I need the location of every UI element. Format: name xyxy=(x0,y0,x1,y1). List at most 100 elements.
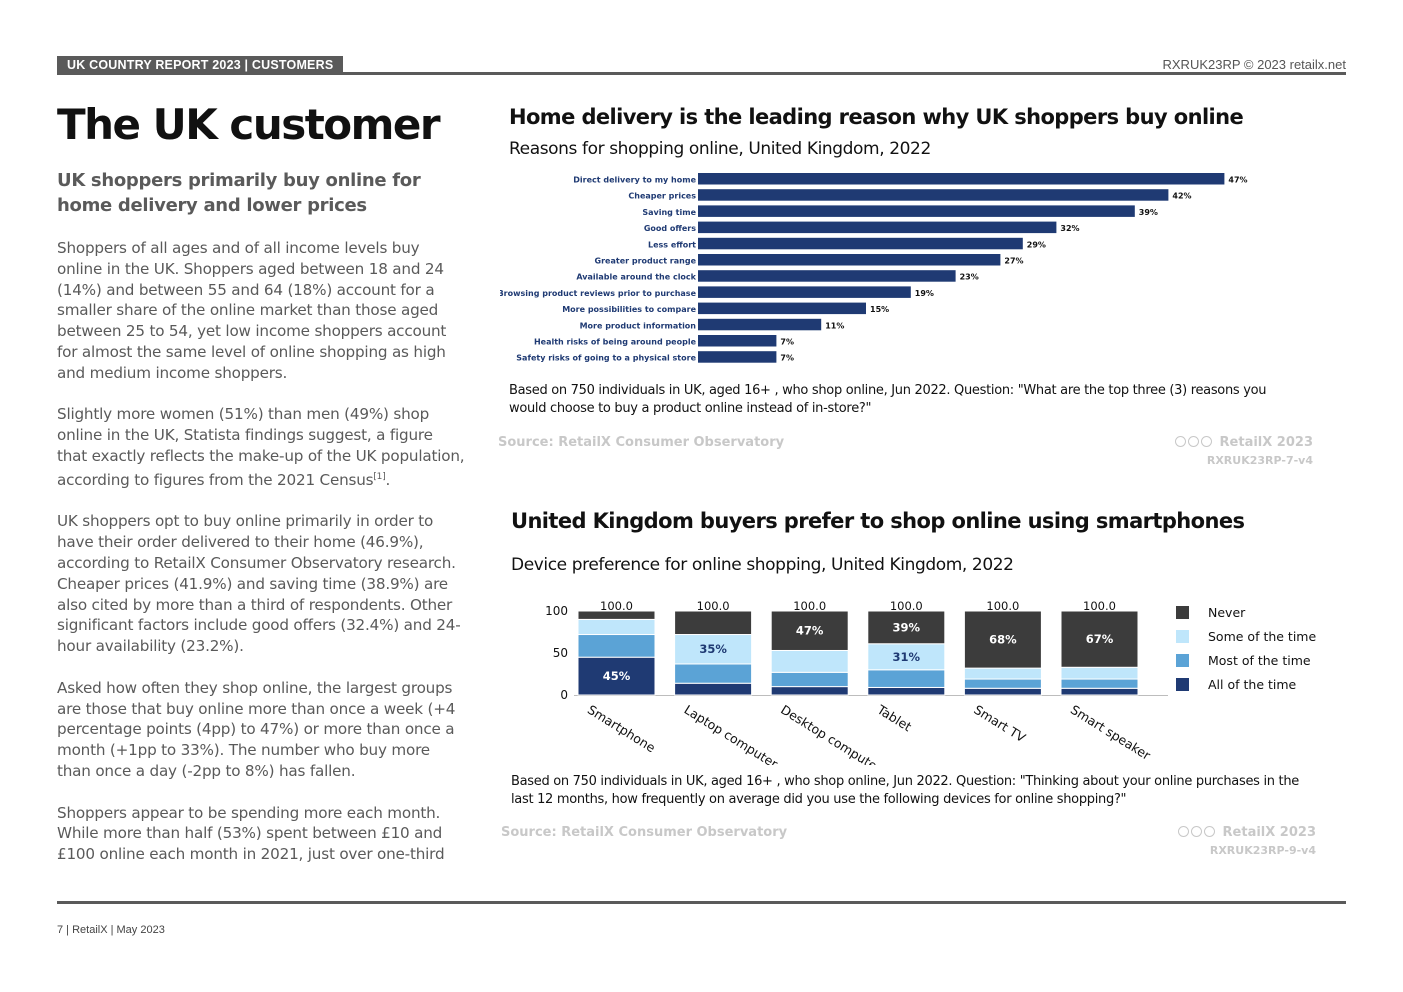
paragraph: Shoppers of all ages and of all income l… xyxy=(57,239,447,382)
bar xyxy=(698,173,1225,185)
legend-label: Most of the time xyxy=(1208,653,1311,668)
chart2-brand: RetailX 2023 xyxy=(1177,825,1316,840)
bar xyxy=(698,254,1001,266)
stacked-bar-segment xyxy=(963,678,1042,689)
segment-value-label: 67% xyxy=(1086,632,1114,646)
chart2-code: RXRUK23RP-9-v4 xyxy=(1209,844,1316,857)
bar-category-label: Less effort xyxy=(648,240,696,249)
footer-rule xyxy=(57,901,1346,904)
page-subtitle: UK shoppers primarily buy online for hom… xyxy=(57,170,421,216)
bar-value-label: 11% xyxy=(825,321,844,330)
bar xyxy=(698,189,1169,201)
stacked-bar-segment xyxy=(770,610,849,651)
bar xyxy=(698,270,956,282)
paragraph: UK shoppers opt to buy online primarily … xyxy=(57,512,461,656)
chart1-source: Source: RetailX Consumer Observatory xyxy=(498,435,785,450)
bar-value-label: 7% xyxy=(780,338,794,347)
stacked-bar-segment xyxy=(577,656,656,696)
bar-category-label: Health risks of being around people xyxy=(534,338,697,347)
stacked-bar-segment xyxy=(963,610,1042,669)
bar xyxy=(698,302,866,315)
footnote-ref[interactable]: [1] xyxy=(373,471,386,482)
segment-value-label: 68% xyxy=(989,633,1017,647)
chart2-title: United Kingdom buyers prefer to shop onl… xyxy=(511,509,1245,533)
bar-category-label: More possibilities to compare xyxy=(562,305,696,314)
chart1-svg: Direct delivery to my home 47% Cheaper pri… xyxy=(500,173,1248,363)
bar-value-label: 7% xyxy=(780,354,794,363)
bar-total-label: 100.0 xyxy=(793,599,826,613)
stacked-bar-segment xyxy=(1060,687,1139,696)
stacked-bar-segment xyxy=(674,682,753,696)
x-tick-label: Tablet xyxy=(874,701,914,734)
x-tick-label: Smart speaker xyxy=(1068,702,1154,764)
stacked-bar-segment xyxy=(770,686,849,696)
legend-swatch xyxy=(1176,654,1189,667)
paragraph: Asked how often they shop online, the la… xyxy=(57,678,456,780)
stacked-bar-segment xyxy=(1060,666,1139,680)
creative-commons-icon xyxy=(1177,826,1215,837)
bar-total-label: 100.0 xyxy=(890,599,923,613)
segment-value-label: 31% xyxy=(893,650,921,664)
chart1-title: Home delivery is the leading reason why … xyxy=(509,105,1244,129)
bar-category-label: Direct delivery to my home xyxy=(573,176,696,185)
chart2-brand-text: RetailX 2023 xyxy=(1222,825,1316,840)
bar-value-label: 23% xyxy=(960,273,979,282)
bar-value-label: 19% xyxy=(915,289,934,298)
stacked-bar-segment xyxy=(770,649,849,673)
bar-value-label: 42% xyxy=(1172,192,1191,201)
bar xyxy=(698,318,822,331)
legend-swatch xyxy=(1176,630,1189,643)
bar xyxy=(698,286,911,298)
bar-category-label: Browsing product reviews prior to purcha… xyxy=(500,289,697,298)
stacked-bar-segment xyxy=(963,687,1042,696)
stacked-bar-segment xyxy=(867,686,946,696)
segment-value-label: 45% xyxy=(603,669,631,683)
y-tick-label: 50 xyxy=(553,646,568,660)
chart1-brand: RetailX 2023 xyxy=(1174,435,1313,450)
stacked-bar-segment xyxy=(674,610,753,636)
segment-value-label: 47% xyxy=(796,624,824,638)
bar-value-label: 39% xyxy=(1139,208,1158,217)
bar-total-label: 100.0 xyxy=(986,599,1019,613)
chart1-subtitle: Reasons for shopping online, United King… xyxy=(509,139,931,159)
chart2-note: Based on 750 individuals in UK, aged 16+… xyxy=(511,774,1299,807)
stacked-bar-segment xyxy=(770,671,849,688)
bar-total-label: 100.0 xyxy=(697,599,730,613)
legend-swatch xyxy=(1176,678,1189,691)
stacked-bar-segment xyxy=(577,610,656,620)
bar-category-label: Saving time xyxy=(642,208,696,217)
bar xyxy=(698,205,1135,217)
x-tick-label: Smart TV xyxy=(971,702,1028,746)
paragraph: Shoppers appear to be spending more each… xyxy=(57,803,445,864)
chart1-code: RXRUK23RP-7-v4 xyxy=(1206,454,1313,467)
bar-value-label: 47% xyxy=(1228,176,1247,185)
bar-category-label: Greater product range xyxy=(595,257,697,266)
segment-value-label: 35% xyxy=(699,642,727,656)
bar-total-label: 100.0 xyxy=(600,599,633,613)
bar-value-label: 29% xyxy=(1027,240,1046,249)
stacked-bar-segment xyxy=(577,634,656,658)
bar-category-label: Available around the clock xyxy=(576,273,696,282)
legend-label: Never xyxy=(1208,605,1246,620)
report-code: RXRUK23RP © 2023 retailx.net xyxy=(1162,57,1347,72)
stacked-bar-segment xyxy=(1060,610,1139,668)
stacked-bar-segment xyxy=(1060,678,1139,689)
chart2-source: Source: RetailX Consumer Observatory xyxy=(501,825,788,840)
stacked-bar-segment xyxy=(577,618,656,636)
y-tick-label: 100 xyxy=(545,604,568,618)
bar xyxy=(698,351,777,363)
report-header-band: UK COUNTRY REPORT 2023 | CUSTOMERS xyxy=(57,56,344,74)
chart2-svg: 0 50 100 45% 100.0 Smartphone 35% 100.0 Laptop c… xyxy=(545,599,1316,765)
bar-category-label: Good offers xyxy=(644,224,696,233)
bar xyxy=(698,335,777,347)
article-body: Shoppers of all ages and of all income l… xyxy=(57,238,467,886)
creative-commons-icon xyxy=(1174,436,1212,447)
bar-total-label: 100.0 xyxy=(1083,599,1116,613)
bar xyxy=(698,237,1023,250)
x-tick-label: Smartphone xyxy=(585,702,658,756)
bar-value-label: 15% xyxy=(870,305,889,314)
segment-value-label: 39% xyxy=(893,620,921,634)
bar-category-label: More product information xyxy=(580,321,697,330)
chart2-subtitle: Device preference for online shopping, U… xyxy=(511,555,1014,575)
stacked-bar-segment xyxy=(867,669,946,688)
